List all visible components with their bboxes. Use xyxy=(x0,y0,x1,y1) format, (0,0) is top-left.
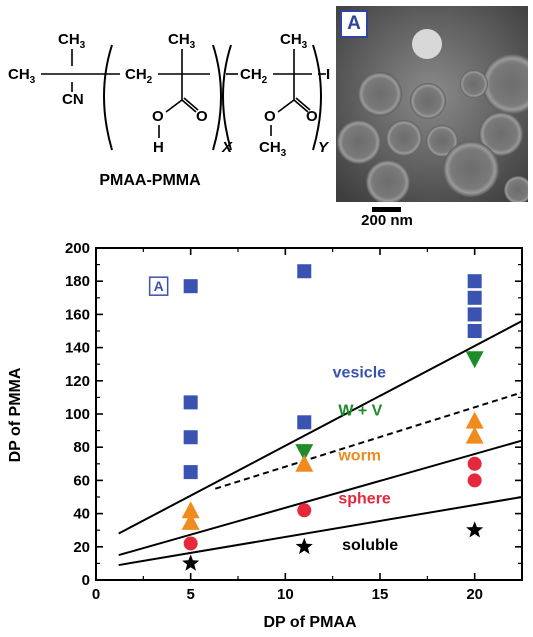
y-tick-label: 140 xyxy=(65,340,90,357)
soluble-point xyxy=(295,537,313,555)
y-tick-label: 20 xyxy=(73,539,90,556)
pmma-ester-oxygen: O xyxy=(264,108,276,125)
x-tick-label: 10 xyxy=(277,586,294,603)
y-tick-label: 120 xyxy=(65,373,90,390)
phase-boundary-line xyxy=(118,439,523,557)
vesicle-point xyxy=(297,415,312,430)
soluble-point xyxy=(182,554,200,571)
vesicle-point xyxy=(183,395,198,410)
pmaa-hydroxyl-oxygen: O xyxy=(152,108,164,125)
pmaa-carbonyl-oxygen: O xyxy=(196,108,208,125)
repeat-subscript-y: Y xyxy=(318,139,330,156)
region-label: vesicle xyxy=(333,364,386,381)
x-tick-label: 15 xyxy=(372,586,389,603)
vesicle-particle xyxy=(386,120,422,156)
vesicle-point xyxy=(183,430,198,445)
region-label: W + V xyxy=(338,403,382,420)
y-tick-label: 80 xyxy=(73,439,90,456)
point-label: A xyxy=(154,278,164,294)
vesicle-point xyxy=(183,465,198,480)
bracket-left-x xyxy=(103,44,113,151)
vesicle-particle xyxy=(366,160,410,202)
region-label: sphere xyxy=(338,491,391,508)
y-tick-label: 60 xyxy=(73,472,90,489)
plot-frame xyxy=(95,247,523,581)
x-tick-label: 0 xyxy=(92,586,100,603)
y-tick-label: 100 xyxy=(65,406,90,423)
phase-boundary-line xyxy=(118,496,523,567)
initiator-top-methyl: CH3 xyxy=(58,31,86,51)
vesicle-particle xyxy=(482,54,528,114)
worm-vesicle-point xyxy=(295,444,314,462)
vesicle-particle xyxy=(426,125,458,157)
vesicle-particle xyxy=(412,29,442,59)
pmma-methylene: CH2 xyxy=(240,66,268,86)
panel-label: A xyxy=(340,10,368,38)
worm-point xyxy=(465,411,484,429)
soluble-point xyxy=(466,521,484,538)
pmma-carbonyl-oxygen: O xyxy=(306,108,318,125)
vesicle-particle xyxy=(504,176,528,202)
worm-point xyxy=(465,426,484,444)
worm-point xyxy=(181,501,200,519)
vesicle-point xyxy=(297,264,312,279)
vesicle-particle xyxy=(337,120,381,164)
bracket-left-y xyxy=(222,44,232,151)
sphere-point xyxy=(183,536,198,551)
y-axis-label: DP of PMMA xyxy=(7,367,24,462)
vesicle-particle xyxy=(358,72,402,116)
pmaa-methylene: CH2 xyxy=(125,66,153,86)
polymer-name: PMAA-PMMA xyxy=(99,172,201,189)
y-tick-label: 180 xyxy=(65,273,90,290)
pmma-methyl: CH3 xyxy=(280,31,308,51)
region-label: soluble xyxy=(342,537,398,554)
sphere-point xyxy=(297,503,312,518)
vesicle-point xyxy=(467,290,482,305)
plot-area xyxy=(95,247,523,581)
vesicle-point xyxy=(467,274,482,289)
data-points xyxy=(181,264,484,571)
region-label: worm xyxy=(337,447,381,464)
bracket-right-x xyxy=(212,44,222,151)
vesicle-point xyxy=(183,279,198,294)
pmaa-methyl: CH3 xyxy=(168,31,196,51)
sphere-point xyxy=(467,456,482,471)
chemical-structure: CH3 CH3 CN CH2 CH3 O O H X CH2 CH3 O O xyxy=(8,31,330,189)
scale-bar-label: 200 nm xyxy=(361,212,413,229)
phase-boundary-line xyxy=(214,391,523,490)
vesicle-point xyxy=(467,324,482,338)
vesicle-particle xyxy=(479,112,523,156)
y-tick-label: 0 xyxy=(82,572,90,589)
end-group-iodine: I xyxy=(326,66,330,83)
bracket-right-y xyxy=(312,44,322,151)
sphere-point xyxy=(467,473,482,488)
pmma-ester-methyl: CH3 xyxy=(259,139,287,159)
phase-boundaries xyxy=(118,320,523,567)
y-tick-label: 200 xyxy=(65,240,90,257)
vesicle-particle xyxy=(410,83,446,119)
worm-point xyxy=(181,512,200,530)
vesicle-particle xyxy=(443,141,499,197)
point-label-box xyxy=(148,276,169,296)
vesicle-particle xyxy=(460,70,488,98)
vesicle-point xyxy=(467,307,482,322)
initiator-left-methyl: CH3 xyxy=(8,66,36,86)
y-tick-label: 160 xyxy=(65,306,90,323)
phase-boundary-line xyxy=(118,320,523,535)
tem-image: A xyxy=(336,6,528,202)
x-tick-label: 20 xyxy=(466,586,483,603)
pmaa-hydroxyl-hydrogen: H xyxy=(153,139,164,156)
initiator-cyano: CN xyxy=(62,91,84,108)
tem-micrograph xyxy=(336,6,528,202)
x-axis-label: DP of PMAA xyxy=(263,614,356,631)
scale-bar xyxy=(372,207,401,212)
y-tick-label: 40 xyxy=(73,506,90,523)
worm-point xyxy=(295,454,314,472)
worm-vesicle-point xyxy=(465,351,484,369)
x-tick-label: 5 xyxy=(186,586,194,603)
